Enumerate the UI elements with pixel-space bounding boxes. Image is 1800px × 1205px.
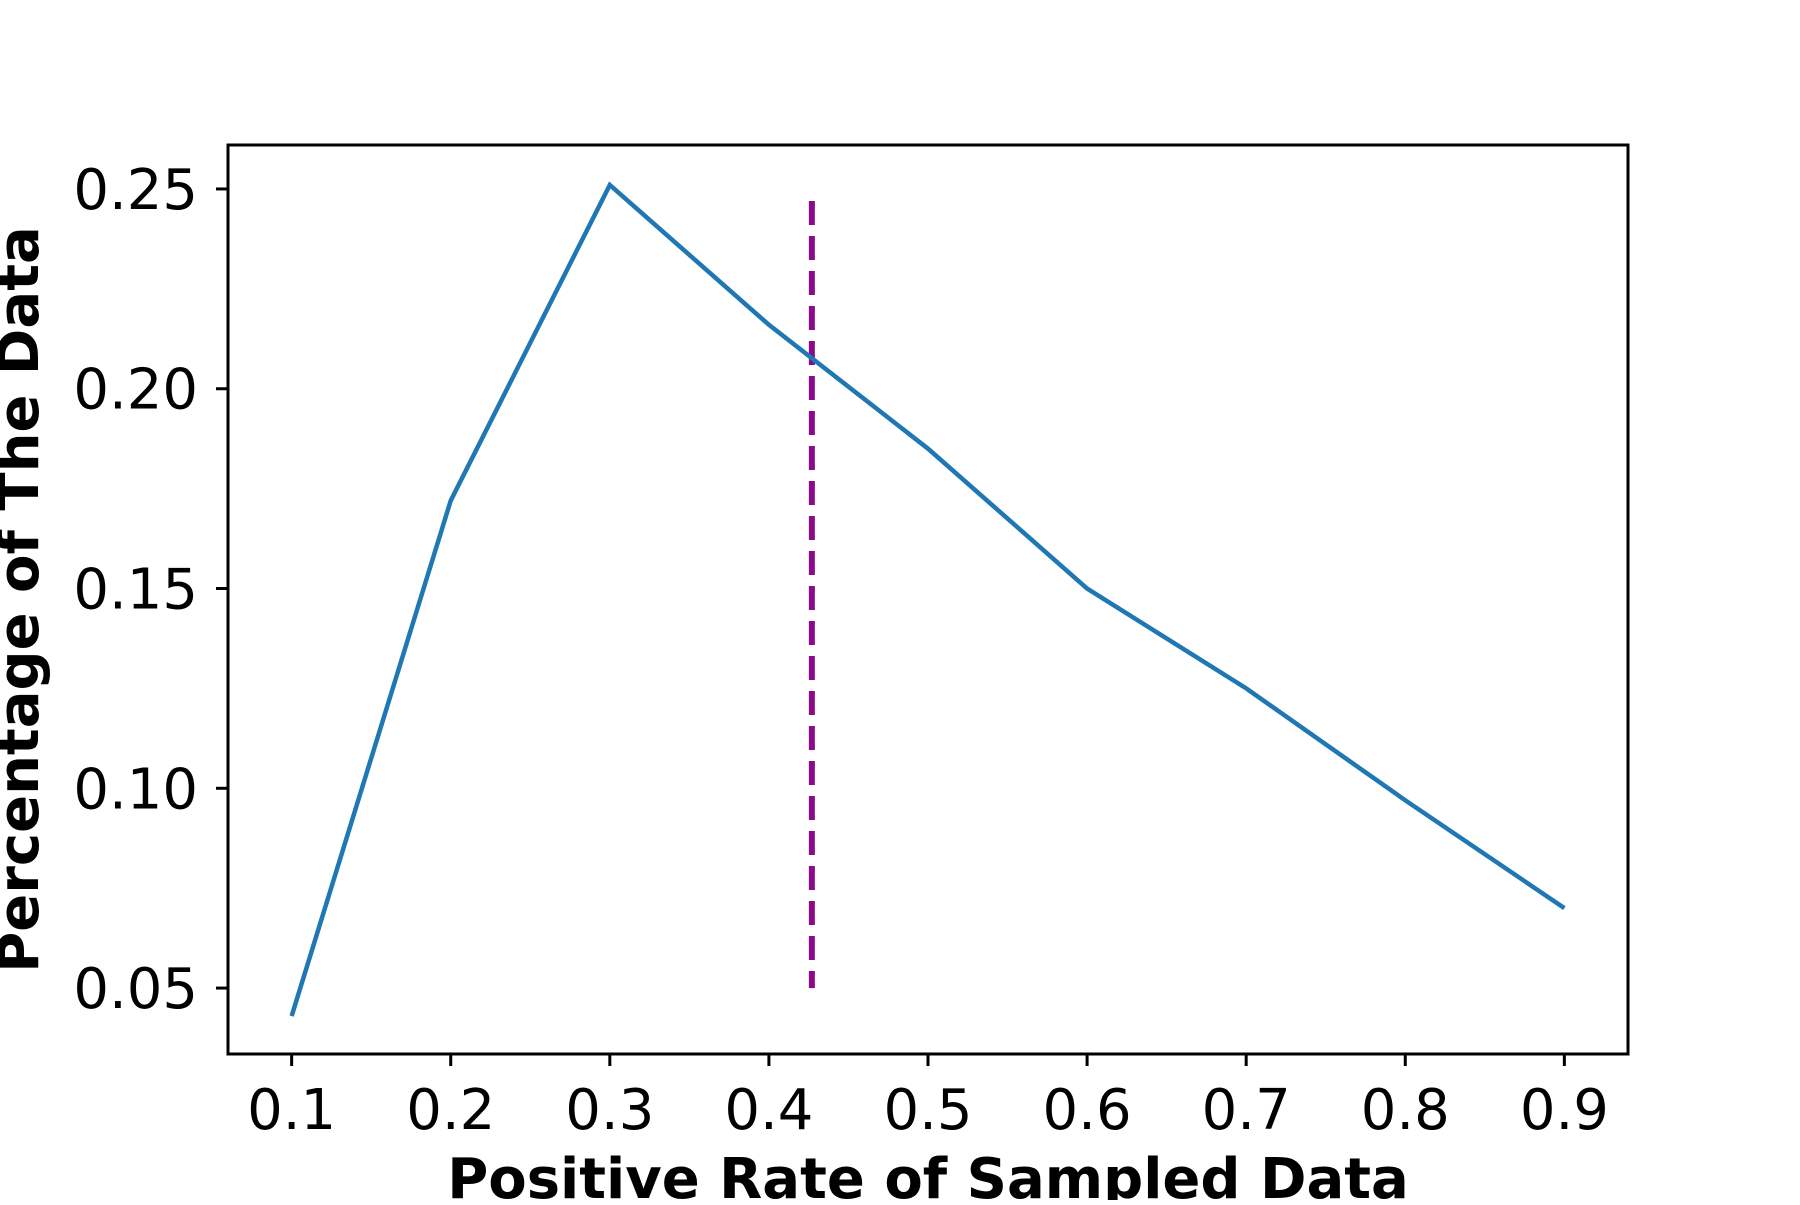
x-axis-label: Positive Rate of Sampled Data (447, 1147, 1409, 1200)
x-tick-label: 0.5 (883, 1078, 972, 1143)
y-tick-label: 0.20 (73, 358, 198, 423)
y-tick-label: 0.15 (73, 558, 198, 623)
y-tick-label: 0.25 (73, 158, 198, 223)
x-tick-label: 0.9 (1520, 1078, 1609, 1143)
series-layer (292, 185, 1565, 1016)
y-axis-label: Percentage of The Data (0, 226, 52, 973)
x-tick-label: 0.1 (247, 1078, 336, 1143)
y-tick-label: 0.05 (73, 957, 198, 1022)
x-axis-ticks: 0.1 0.2 0.3 0.4 0.5 0.6 0.7 0.8 0.9 (247, 1054, 1609, 1143)
y-axis-ticks: 0.05 0.10 0.15 0.20 0.25 (73, 158, 228, 1022)
x-tick-label: 0.6 (1043, 1078, 1132, 1143)
x-tick-label: 0.4 (724, 1078, 813, 1143)
x-tick-label: 0.7 (1202, 1078, 1291, 1143)
y-tick-label: 0.10 (73, 757, 198, 822)
x-tick-label: 0.3 (565, 1078, 654, 1143)
x-tick-label: 0.8 (1361, 1078, 1450, 1143)
x-tick-label: 0.2 (406, 1078, 495, 1143)
plot-area-frame (228, 145, 1628, 1054)
series-line (292, 185, 1565, 1016)
